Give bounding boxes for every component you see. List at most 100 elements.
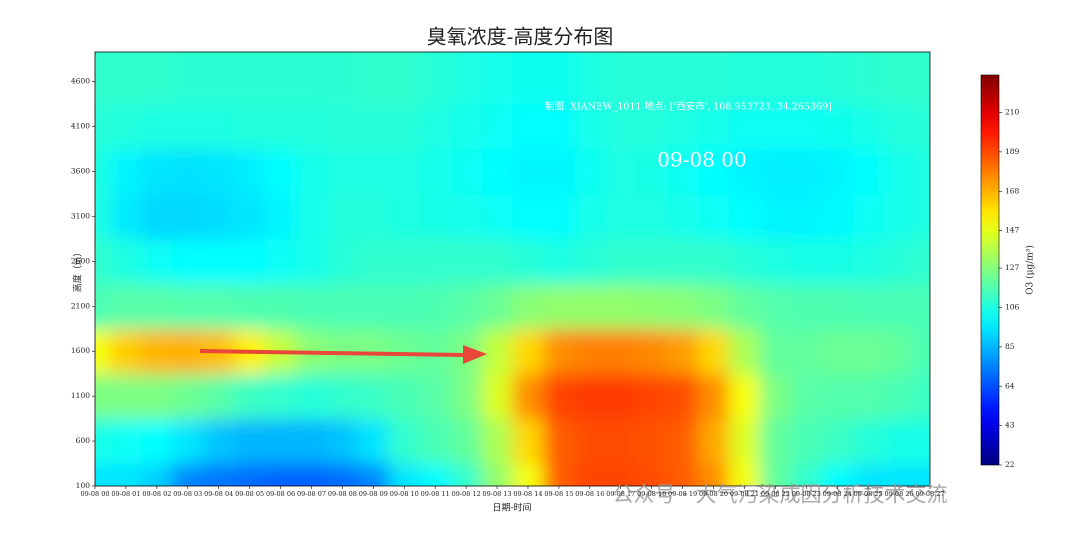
heat-cell: [110, 328, 142, 375]
heat-cell: [852, 52, 885, 105]
heat-cell: [296, 373, 328, 420]
heat-cell: [203, 149, 235, 195]
heat-cell: [790, 52, 823, 105]
colorbar-tick-label: 106: [1005, 303, 1020, 312]
heat-cell: [141, 104, 173, 150]
heat-cell: [914, 418, 930, 465]
colorbar: [980, 74, 1000, 466]
heat-cell: [728, 104, 761, 150]
heat-cell: [698, 373, 730, 420]
heat-cell: [172, 104, 204, 150]
heat-cell: [203, 104, 235, 150]
heat-cell: [110, 149, 142, 195]
colorbar-tick-label: 127: [1005, 263, 1020, 272]
heat-cell: [852, 328, 885, 375]
colorbar-tick-label: 43: [1005, 421, 1015, 430]
heat-cell: [883, 104, 916, 150]
heat-cell: [543, 328, 575, 375]
heat-cell: [481, 238, 513, 285]
x-tick-label: 09-08 26: [885, 490, 914, 498]
heat-cell: [357, 104, 390, 150]
colorbar-tick-label: 210: [1005, 108, 1020, 117]
heat-cell: [357, 328, 390, 375]
heat-cell: [419, 149, 452, 195]
heat-cell: [388, 283, 421, 330]
heat-cell: [852, 373, 885, 420]
heat-cell: [481, 193, 513, 240]
y-tick-label: 4100: [71, 122, 90, 131]
heat-cell: [481, 373, 513, 420]
heat-cell: [95, 149, 111, 195]
heat-cell: [481, 104, 513, 150]
heat-cell: [698, 149, 730, 195]
heat-cell: [326, 193, 359, 240]
heat-cell: [326, 463, 359, 486]
heat-cell: [698, 463, 730, 486]
arrow: [200, 345, 487, 364]
heat-cell: [667, 238, 699, 285]
heat-cell: [450, 283, 483, 330]
heat-cell: [110, 373, 142, 420]
heat-cell: [388, 328, 421, 375]
heat-cell: [852, 193, 885, 240]
heat-cell: [296, 104, 328, 150]
chart-title: 臭氧浓度-高度分布图: [427, 25, 614, 49]
x-tick-label: 09-08 18: [637, 490, 666, 498]
heat-cell: [265, 52, 297, 105]
heat-cell: [357, 373, 390, 420]
heat-cell: [883, 418, 916, 465]
x-tick-label: 09-08 04: [204, 490, 233, 498]
x-tick-label: 09-08 05: [235, 490, 264, 498]
heat-cell: [172, 328, 204, 375]
heat-cell: [481, 52, 513, 105]
credit: 制图: XIANEW_1011 地点: ['西安市', 108.953723, …: [545, 101, 832, 113]
heat-cell: [141, 373, 173, 420]
heat-cell: [667, 328, 699, 375]
heat-cell: [357, 149, 390, 195]
heat-cell: [821, 149, 854, 195]
heat-cell: [419, 328, 452, 375]
heat-cell: [419, 418, 452, 465]
heat-cell: [481, 328, 513, 375]
heat-cell: [265, 373, 297, 420]
heat-cell: [790, 418, 823, 465]
heat-cell: [110, 283, 142, 330]
heat-cell: [698, 52, 730, 105]
heat-cell: [636, 193, 668, 240]
x-tick-label: 09-08 15: [544, 490, 573, 498]
heat-cell: [512, 52, 544, 105]
heat-cell: [698, 283, 730, 330]
heat-cell: [419, 283, 452, 330]
heat-cell: [821, 283, 854, 330]
heat-cell: [790, 328, 823, 375]
cells: [95, 52, 930, 486]
heat-cell: [234, 193, 266, 240]
heat-cell: [636, 373, 668, 420]
heat-cell: [543, 238, 575, 285]
heat-cell: [141, 149, 173, 195]
heat-cell: [667, 193, 699, 240]
heat-cell: [605, 193, 637, 240]
heat-cell: [172, 193, 204, 240]
heat-cell: [110, 463, 142, 486]
heat-cell: [265, 104, 297, 150]
heat-cell: [203, 52, 235, 105]
heat-cell: [95, 463, 111, 486]
colorbar-tick-label: 64: [1005, 381, 1015, 390]
heat-cell: [667, 52, 699, 105]
x-tick-label: 09-08 14: [513, 490, 542, 498]
heat-cell: [419, 104, 452, 150]
heat-cell: [481, 418, 513, 465]
x-tick-label: 09-08 06: [266, 490, 295, 498]
heat-cell: [172, 52, 204, 105]
heat-cell: [512, 463, 544, 486]
heat-cell: [172, 149, 204, 195]
heat-cell: [821, 463, 854, 486]
heat-cell: [852, 238, 885, 285]
heat-cell: [914, 373, 930, 420]
x-tick-label: 09-08 23: [792, 490, 821, 498]
heat-cell: [883, 283, 916, 330]
watermark: 公众号 · 大气污染成因分析技术交流: [612, 483, 947, 507]
heat-cell: [821, 238, 854, 285]
heat-cell: [357, 193, 390, 240]
